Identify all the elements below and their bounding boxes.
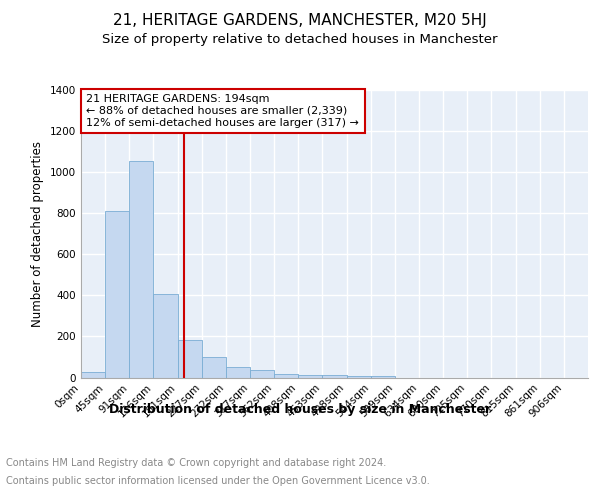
Bar <box>178 340 202 378</box>
Bar <box>274 374 298 378</box>
Bar <box>202 357 226 378</box>
Bar <box>347 376 371 378</box>
Bar <box>250 370 274 378</box>
Y-axis label: Number of detached properties: Number of detached properties <box>31 141 44 327</box>
Text: Contains HM Land Registry data © Crown copyright and database right 2024.: Contains HM Land Registry data © Crown c… <box>6 458 386 468</box>
Text: Contains public sector information licensed under the Open Government Licence v3: Contains public sector information licen… <box>6 476 430 486</box>
Bar <box>81 372 105 378</box>
Text: Size of property relative to detached houses in Manchester: Size of property relative to detached ho… <box>102 32 498 46</box>
Bar <box>298 375 322 378</box>
Text: 21, HERITAGE GARDENS, MANCHESTER, M20 5HJ: 21, HERITAGE GARDENS, MANCHESTER, M20 5H… <box>113 12 487 28</box>
Bar <box>371 376 395 378</box>
Bar <box>105 211 129 378</box>
Text: 21 HERITAGE GARDENS: 194sqm
← 88% of detached houses are smaller (2,339)
12% of : 21 HERITAGE GARDENS: 194sqm ← 88% of det… <box>86 94 359 128</box>
Bar <box>226 367 250 378</box>
Bar <box>154 294 178 378</box>
Bar <box>322 376 347 378</box>
Text: Distribution of detached houses by size in Manchester: Distribution of detached houses by size … <box>109 402 491 415</box>
Bar <box>129 161 154 378</box>
